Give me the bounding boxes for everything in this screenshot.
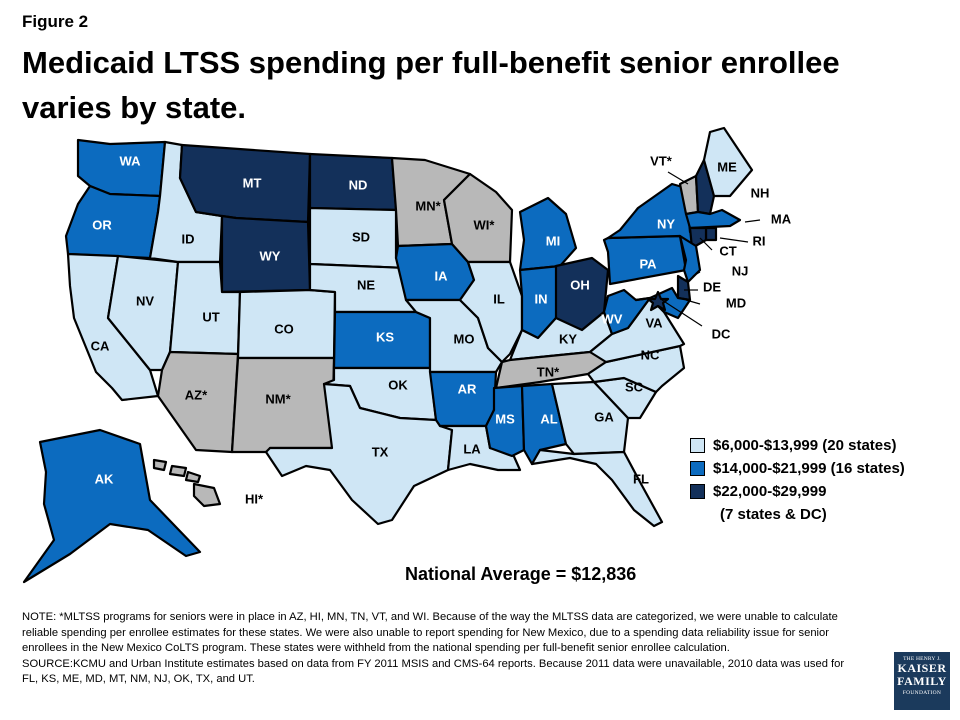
state-label-ma: MA	[771, 211, 792, 226]
state-label-in: IN	[535, 291, 548, 306]
state-ar	[428, 370, 498, 428]
national-average: National Average = $12,836	[405, 564, 637, 584]
state-label-al: AL	[540, 411, 557, 426]
legend-item: $14,000-$21,999 (16 states)	[690, 459, 905, 482]
logo-line: FAMILY	[897, 674, 947, 688]
state-label-oh: OH	[570, 277, 590, 292]
state-mi	[518, 196, 578, 272]
logo-line: THE HENRY J.	[903, 656, 941, 662]
state-label-mo: MO	[454, 331, 475, 346]
state-label-nm: NM*	[265, 391, 291, 406]
state-label-ri: RI	[753, 233, 766, 248]
state-label-mn: MN*	[415, 198, 441, 213]
state-label-nj: NJ	[732, 263, 749, 278]
state-label-ak: AK	[95, 471, 114, 486]
state-label-il: IL	[493, 291, 505, 306]
state-label-la: LA	[463, 441, 481, 456]
legend-swatch	[690, 461, 705, 476]
legend-label: $14,000-$21,999 (16 states)	[713, 460, 905, 477]
legend-sublabel: (7 states & DC)	[720, 506, 827, 523]
state-label-dc: DC	[712, 326, 731, 341]
state-label-de: DE	[703, 279, 721, 294]
state-label-or: OR	[92, 217, 112, 232]
state-or	[64, 184, 162, 260]
state-dc	[646, 290, 670, 312]
state-label-ar: AR	[458, 381, 477, 396]
state-label-nh: NH	[751, 185, 770, 200]
footnote: NOTE: *MLTSS programs for seniors were i…	[22, 610, 862, 688]
state-label-fl: FL	[633, 471, 649, 486]
state-label-sd: SD	[352, 229, 370, 244]
logo-line: KAISER	[897, 661, 947, 675]
state-label-ky: KY	[559, 331, 577, 346]
note-text: NOTE: *MLTSS programs for seniors were i…	[22, 611, 838, 655]
state-label-ms: MS	[495, 411, 515, 426]
state-ak	[22, 428, 202, 584]
state-label-sc: SC	[625, 379, 644, 394]
kff-logo: THE HENRY J. KAISER FAMILY FOUNDATION	[894, 652, 950, 710]
logo-line: FOUNDATION	[902, 690, 942, 696]
state-label-nc: NC	[641, 347, 660, 362]
state-ri	[704, 226, 718, 242]
state-label-ga: GA	[594, 409, 614, 424]
state-label-hi: HI*	[245, 491, 264, 506]
state-label-wa: WA	[120, 153, 142, 168]
state-label-ok: OK	[388, 377, 408, 392]
state-label-wi: WI*	[474, 217, 496, 232]
state-label-nv: NV	[136, 293, 154, 308]
legend-swatch	[690, 438, 705, 453]
state-label-ut: UT	[202, 309, 219, 324]
state-label-ny: NY	[657, 216, 675, 231]
state-wi	[442, 172, 514, 264]
state-ma	[684, 208, 742, 230]
state-label-mi: MI	[546, 233, 560, 248]
state-label-nd: ND	[349, 177, 368, 192]
state-label-co: CO	[274, 321, 294, 336]
legend-label: $6,000-$13,999 (20 states)	[713, 437, 897, 454]
state-label-wy: WY	[260, 248, 281, 263]
state-label-ct: CT	[719, 243, 736, 258]
state-me	[702, 126, 754, 198]
legend-swatch	[690, 484, 705, 499]
state-ct	[688, 226, 708, 250]
state-fl	[530, 448, 664, 528]
legend-item: $6,000-$13,999 (20 states)	[690, 436, 905, 459]
state-label-ks: KS	[376, 329, 394, 344]
state-label-ia: IA	[435, 268, 449, 283]
state-label-va: VA	[645, 315, 663, 330]
state-label-pa: PA	[639, 256, 657, 271]
state-label-az: AZ*	[185, 387, 208, 402]
state-label-me: ME	[717, 159, 737, 174]
figure-label: Figure 2	[22, 12, 89, 31]
chart-title: Medicaid LTSS spending per full-benefit …	[22, 45, 840, 125]
legend-label: $22,000-$29,999	[713, 483, 827, 500]
legend-item: $22,000-$29,999	[690, 482, 905, 505]
state-label-wv: WV	[602, 311, 623, 326]
state-label-tn: TN*	[537, 364, 560, 379]
state-label-id: ID	[182, 231, 195, 246]
state-hi	[152, 458, 222, 508]
state-label-ne: NE	[357, 277, 375, 292]
state-nh	[694, 158, 716, 216]
state-tx	[264, 382, 454, 526]
state-label-mt: MT	[243, 175, 262, 190]
source-text: SOURCE:KCMU and Urban Institute estimate…	[22, 657, 845, 686]
legend: $6,000-$13,999 (20 states) $14,000-$21,9…	[690, 436, 905, 524]
state-label-tx: TX	[372, 444, 389, 459]
state-label-vt: VT*	[650, 153, 673, 168]
state-label-ca: CA	[91, 338, 110, 353]
state-label-md: MD	[726, 295, 746, 310]
